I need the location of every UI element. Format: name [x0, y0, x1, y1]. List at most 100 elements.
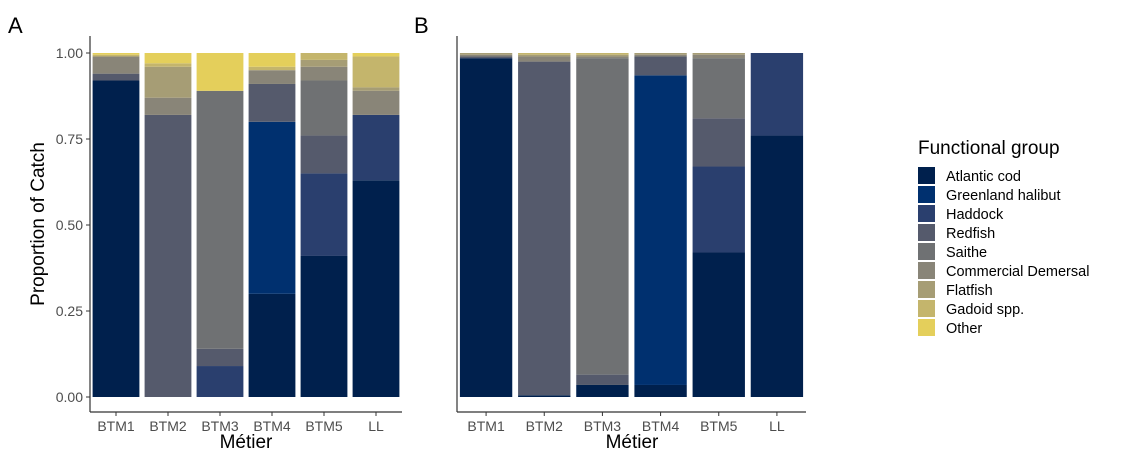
- bar-segment-b-btm5-6: [692, 53, 745, 55]
- bar-segment-a-btm2-6: [144, 66, 192, 98]
- bar-segment-b-btm2-7: [518, 53, 571, 55]
- bar-segment-b-btm4-0: [634, 384, 687, 397]
- bar-segment-a-btm5-3: [300, 135, 348, 174]
- bar-segment-b-btm2-6: [518, 54, 571, 57]
- bar-segment-b-ll-0: [750, 135, 804, 397]
- bar-segment-a-btm1-3: [92, 73, 140, 81]
- x-tick-label-b-1: BTM2: [526, 418, 564, 434]
- bar-segment-a-btm3-8: [196, 53, 244, 91]
- bar-segment-b-btm2-3: [518, 61, 571, 396]
- bar-segment-b-btm3-3: [576, 374, 629, 385]
- x-tick-label-a-2: BTM3: [201, 418, 239, 434]
- x-tick-label-a-0: BTM1: [97, 418, 135, 434]
- bar-segment-a-ll-0: [352, 180, 400, 397]
- x-tick-label-a-3: BTM4: [253, 418, 291, 434]
- y-axis-title: Proportion of Catch: [28, 142, 49, 306]
- legend-label-0: Atlantic cod: [946, 169, 1021, 185]
- bar-segment-a-btm5-0: [300, 255, 348, 397]
- bar-segment-a-btm3-3: [196, 348, 244, 367]
- legend-label-1: Greenland halibut: [946, 188, 1060, 204]
- bar-segment-b-ll-2: [750, 53, 804, 136]
- legend-swatch-8: [918, 319, 935, 336]
- legend-label-4: Saithe: [946, 245, 987, 261]
- bar-segment-a-btm5-7: [300, 53, 348, 60]
- x-tick-label-b-0: BTM1: [467, 418, 505, 434]
- bar-segment-b-btm2-5: [518, 56, 571, 62]
- x-tick-label-b-3: BTM4: [642, 418, 680, 434]
- bar-segment-b-btm1-3: [459, 56, 513, 59]
- legend-swatch-4: [918, 243, 935, 260]
- bar-segment-b-btm1-6: [459, 53, 513, 55]
- legend-swatch-6: [918, 281, 935, 298]
- legend-swatch-5: [918, 262, 935, 279]
- x-tick-label-b-2: BTM3: [584, 418, 622, 434]
- bar-segment-b-btm1-0: [459, 58, 513, 397]
- panel-label-b: B: [414, 13, 429, 38]
- y-tick-label-a-4: 1.00: [56, 45, 83, 61]
- bar-segment-b-btm5-3: [692, 118, 745, 167]
- x-tick-label-b-5: LL: [769, 418, 785, 434]
- x-axis-title-a: Métier: [220, 432, 273, 452]
- bar-segment-b-btm4-1: [634, 75, 687, 385]
- bar-segment-a-btm4-8: [248, 53, 296, 67]
- x-axis-title-b: Métier: [606, 432, 659, 452]
- legend-label-7: Gadoid spp.: [946, 302, 1024, 318]
- bar-segment-a-btm2-3: [144, 114, 192, 398]
- bar-segment-b-btm1-5: [459, 54, 513, 57]
- bar-segment-b-btm5-0: [692, 252, 745, 397]
- y-tick-label-a-0: 0.00: [56, 389, 83, 405]
- y-tick-label-a-3: 0.75: [56, 131, 83, 147]
- bar-segment-b-btm4-3: [634, 56, 687, 76]
- legend-title: Functional group: [918, 138, 1060, 159]
- x-tick-label-a-5: LL: [368, 418, 384, 434]
- legend-swatch-3: [918, 224, 935, 241]
- legend-label-6: Flatfish: [946, 283, 993, 299]
- legend-swatch-0: [918, 167, 935, 184]
- legend-swatch-7: [918, 300, 935, 317]
- bar-segment-a-btm1-7: [92, 54, 140, 57]
- bar-segment-a-btm2-8: [144, 53, 192, 64]
- bar-segment-a-btm2-7: [144, 63, 192, 67]
- bar-segment-a-ll-8: [352, 53, 400, 57]
- panel-b-plot: BTM1 BTM2 BTM3 BTM4 BTM5 LL: [456, 36, 806, 434]
- bar-segment-a-ll-7: [352, 56, 400, 88]
- bar-segment-a-btm1-8: [92, 53, 140, 55]
- bar-segment-a-ll-5: [352, 90, 400, 115]
- x-tick-label-b-4: BTM5: [700, 418, 738, 434]
- bar-segment-a-btm4-1: [248, 121, 296, 294]
- legend-label-5: Commercial Demersal: [946, 264, 1089, 280]
- x-tick-label-a-4: BTM5: [305, 418, 343, 434]
- bar-segment-a-btm1-5: [92, 56, 140, 74]
- bar-segment-a-btm4-7: [248, 66, 296, 71]
- bar-segment-a-btm3-2: [196, 366, 244, 397]
- bar-segment-b-btm5-5: [692, 54, 745, 59]
- bar-segment-b-btm4-6: [634, 53, 687, 55]
- bar-segment-a-btm4-3: [248, 83, 296, 122]
- bar-segment-a-ll-2: [352, 114, 400, 181]
- bar-segment-a-btm3-4: [196, 90, 244, 349]
- bar-segment-b-btm3-6: [576, 54, 629, 57]
- legend-swatch-1: [918, 186, 935, 203]
- bar-segment-b-btm5-2: [692, 166, 745, 253]
- y-tick-label-a-2: 0.50: [56, 217, 83, 233]
- bar-segment-a-btm1-0: [92, 80, 140, 398]
- bar-segment-b-btm4-5: [634, 54, 687, 57]
- bar-segment-a-btm5-4: [300, 80, 348, 136]
- bar-segment-a-ll-6: [352, 87, 400, 91]
- x-tick-label-a-1: BTM2: [149, 418, 187, 434]
- legend-items: Atlantic cod Greenland halibut Haddock Redf…: [918, 167, 1089, 337]
- panel-label-a: A: [8, 13, 23, 38]
- legend: Functional group Atlantic cod Greenland h…: [918, 138, 1089, 337]
- bar-segment-a-btm5-6: [300, 59, 348, 67]
- bar-segment-b-btm3-5: [576, 56, 629, 59]
- bar-segment-a-btm4-5: [248, 70, 296, 84]
- legend-label-3: Redfish: [946, 226, 995, 242]
- bar-segment-a-btm2-5: [144, 97, 192, 115]
- legend-label-2: Haddock: [946, 207, 1004, 223]
- panel-a-plot: 0.00 0.25 0.50 0.75 1.00 BTM1 BTM2 BTM3 BTM4 BTM5…: [56, 36, 402, 434]
- legend-label-8: Other: [946, 321, 982, 337]
- bar-segment-b-btm5-4: [692, 58, 745, 119]
- bar-segment-b-btm3-7: [576, 53, 629, 55]
- bar-segment-a-btm5-2: [300, 173, 348, 256]
